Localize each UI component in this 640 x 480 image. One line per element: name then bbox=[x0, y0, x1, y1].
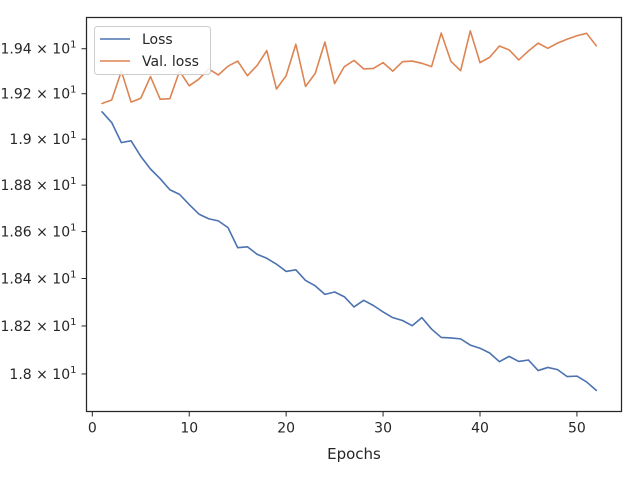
x-axis: 0 10 20 30 40 50 bbox=[88, 411, 586, 437]
y-tick-label: 1.8 × 101 bbox=[9, 365, 76, 383]
x-tick-label: 10 bbox=[180, 421, 198, 437]
y-tick-label: 1.88 × 101 bbox=[1, 176, 77, 194]
x-tick-label: 20 bbox=[277, 421, 295, 437]
x-tick-label: 30 bbox=[374, 421, 392, 437]
y-tick-label: 1.86 × 101 bbox=[1, 223, 77, 241]
y-tick-label: 1.82 × 101 bbox=[1, 317, 77, 335]
y-tick-label: 1.9 × 101 bbox=[9, 130, 76, 148]
x-tick-label: 50 bbox=[568, 421, 586, 437]
x-axis-label: Epochs bbox=[327, 445, 381, 463]
y-tick-label: 1.84 × 101 bbox=[1, 270, 77, 288]
legend-label-loss: Loss bbox=[142, 32, 173, 48]
y-tick-label: 1.92 × 101 bbox=[1, 85, 77, 103]
plot-frame bbox=[85, 16, 623, 413]
series-line-val-loss bbox=[101, 30, 598, 105]
y-tick-label: 1.94 × 101 bbox=[1, 40, 77, 58]
y-axis: 1.8 × 101 1.82 × 101 1.84 × 101 1.86 × 101 1… bbox=[1, 40, 87, 383]
x-tick-label: 0 bbox=[88, 421, 97, 437]
series-line-loss bbox=[101, 111, 598, 392]
x-tick-label: 40 bbox=[471, 421, 489, 437]
legend-label-val-loss: Val. loss bbox=[142, 54, 199, 70]
series-layer bbox=[101, 30, 598, 392]
legend: Loss Val. loss bbox=[94, 26, 211, 75]
